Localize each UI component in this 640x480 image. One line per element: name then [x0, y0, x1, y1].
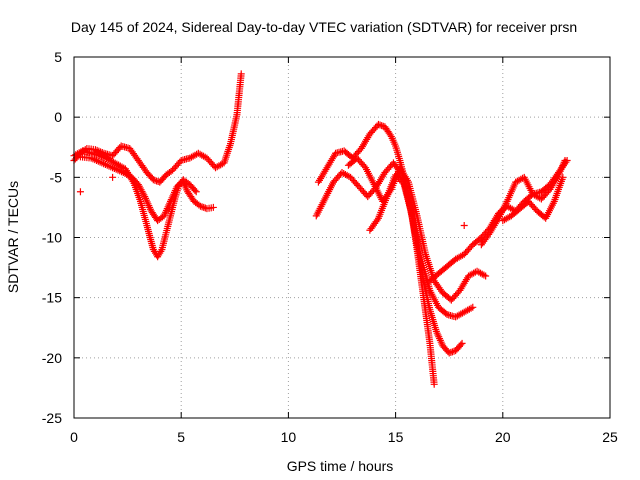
data-point	[457, 341, 465, 349]
plot-frame	[73, 56, 611, 419]
x-tick-label: 20	[495, 429, 511, 445]
data-point	[445, 349, 453, 357]
data-point	[430, 380, 438, 388]
data-point	[237, 70, 245, 78]
data-point	[116, 144, 124, 152]
data-point	[149, 176, 157, 184]
data-point	[561, 156, 569, 164]
x-tick-label: 0	[70, 429, 78, 445]
data-point	[374, 120, 382, 128]
data-point	[458, 339, 466, 347]
x-tick-label: 10	[281, 429, 297, 445]
y-tick-label: -20	[42, 350, 62, 366]
data-point	[96, 152, 104, 160]
x-axis-label: GPS time / hours	[287, 458, 394, 474]
data-point	[209, 203, 217, 211]
data-point	[376, 121, 384, 129]
data-point	[101, 154, 109, 162]
data-point	[140, 191, 148, 199]
x-tick-label: 15	[388, 429, 404, 445]
y-tick-label: -5	[50, 169, 63, 185]
data-point	[95, 147, 103, 155]
y-tick-label: -10	[42, 230, 62, 246]
data-point	[99, 153, 107, 161]
data-point	[198, 203, 206, 211]
data-point	[191, 186, 199, 194]
data-point	[536, 194, 544, 202]
data-point	[109, 173, 117, 181]
x-tick-label: 25	[602, 429, 618, 445]
x-tick-label: 5	[177, 429, 185, 445]
data-point	[447, 348, 455, 356]
data-point	[76, 188, 84, 196]
data-point	[559, 173, 567, 181]
grid-lines	[74, 57, 610, 418]
data-point	[151, 176, 159, 184]
data-point	[200, 203, 208, 211]
data-point	[93, 146, 101, 154]
y-tick-label: 5	[54, 49, 62, 65]
data-point	[469, 303, 477, 311]
data-points	[70, 70, 571, 388]
data-point	[373, 216, 381, 224]
data-point	[97, 152, 105, 160]
data-point	[386, 131, 394, 139]
data-point	[103, 155, 111, 163]
chart-title: Day 145 of 2024, Sidereal Day-to-day VTE…	[71, 19, 577, 35]
axis-ticks: 0 5 10 15 20 25 5 0 -5 -10 -15 -20 -25	[42, 49, 618, 445]
data-point	[467, 304, 475, 312]
data-point	[485, 230, 493, 238]
data-point	[196, 202, 204, 210]
data-point	[482, 272, 490, 280]
data-point	[480, 271, 488, 279]
y-tick-label: 0	[54, 109, 62, 125]
data-point	[460, 221, 468, 229]
y-tick-label: -15	[42, 290, 62, 306]
y-axis-label: SDTVAR / TECUs	[5, 181, 21, 293]
data-point	[192, 188, 200, 196]
data-point	[442, 309, 450, 317]
data-point	[91, 146, 99, 154]
data-point	[448, 348, 456, 356]
data-point	[399, 179, 407, 187]
y-tick-label: -25	[42, 410, 62, 426]
data-point	[378, 122, 386, 130]
